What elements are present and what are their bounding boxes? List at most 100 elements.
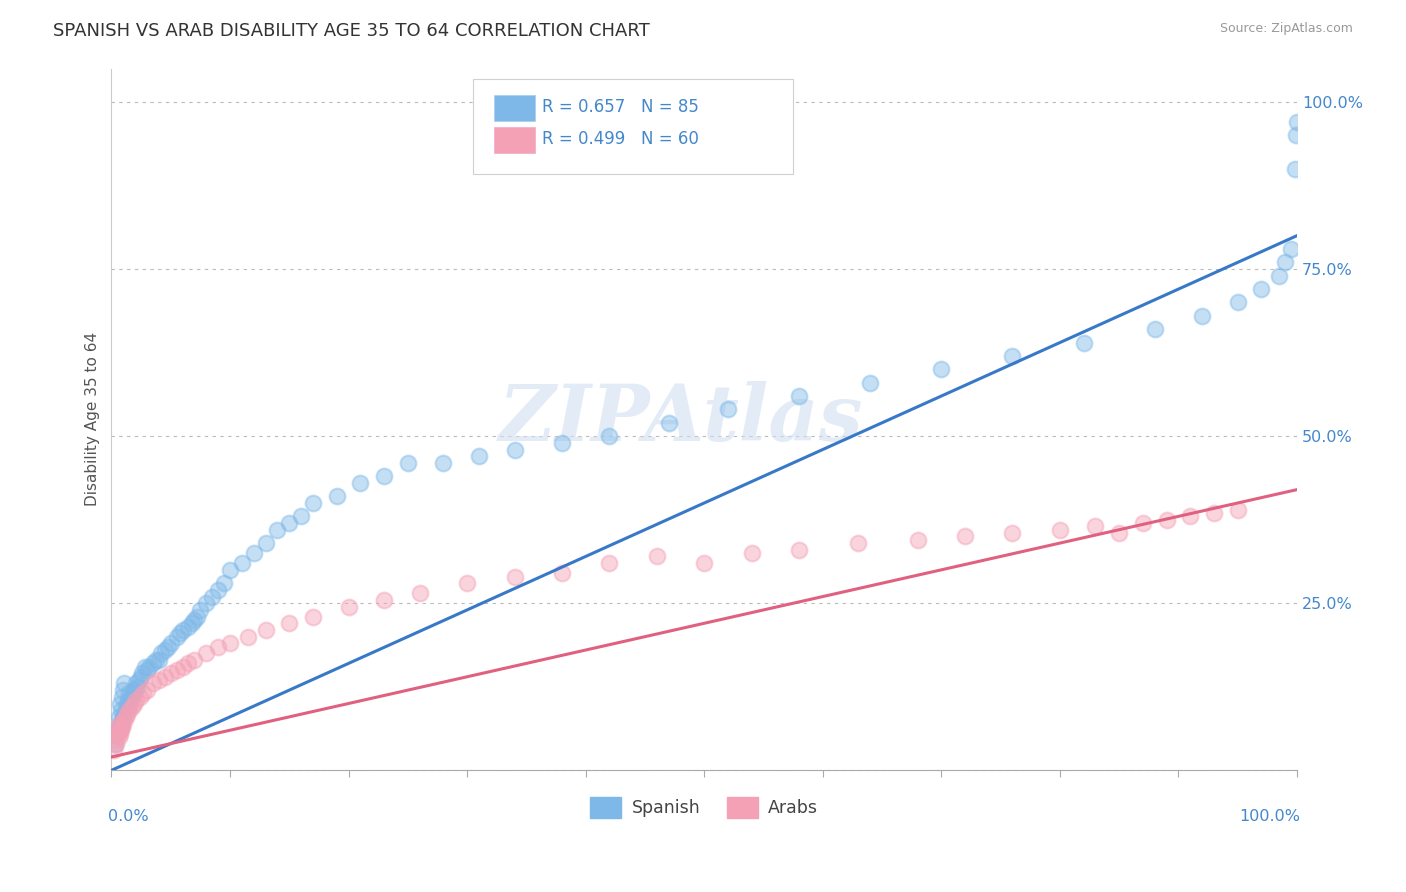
Point xyxy=(207,640,229,654)
Point xyxy=(114,710,136,724)
Point xyxy=(148,673,170,687)
Point xyxy=(107,710,129,724)
Text: 100.0%: 100.0% xyxy=(1240,809,1301,824)
Point xyxy=(456,576,478,591)
Text: R = 0.499   N = 60: R = 0.499 N = 60 xyxy=(541,129,699,148)
Point xyxy=(183,653,205,667)
Point xyxy=(124,683,146,698)
Point xyxy=(112,716,135,731)
Point xyxy=(104,733,127,747)
FancyBboxPatch shape xyxy=(495,127,534,153)
Point xyxy=(108,716,131,731)
Point xyxy=(134,659,156,673)
Point xyxy=(1202,506,1225,520)
Point xyxy=(373,469,395,483)
Point xyxy=(138,659,160,673)
Point xyxy=(1073,335,1095,350)
Point xyxy=(150,646,173,660)
Point xyxy=(254,623,277,637)
Point xyxy=(108,726,131,740)
Point xyxy=(1001,526,1024,541)
Point xyxy=(122,697,145,711)
Point xyxy=(846,536,869,550)
Point xyxy=(953,529,976,543)
Point xyxy=(172,623,194,637)
Point xyxy=(105,723,128,738)
Point xyxy=(107,730,129,744)
Point xyxy=(142,676,165,690)
Point xyxy=(172,659,194,673)
Point xyxy=(551,566,574,581)
Point xyxy=(118,686,141,700)
Point xyxy=(1108,526,1130,541)
Point xyxy=(108,697,131,711)
Point xyxy=(112,710,135,724)
Point xyxy=(212,576,235,591)
Point xyxy=(166,663,188,677)
Point xyxy=(1285,128,1308,143)
Point xyxy=(396,456,419,470)
Point xyxy=(107,720,129,734)
Point xyxy=(105,726,128,740)
Point xyxy=(122,686,145,700)
Y-axis label: Disability Age 35 to 64: Disability Age 35 to 64 xyxy=(86,333,100,507)
Point xyxy=(1001,349,1024,363)
Point xyxy=(302,609,325,624)
Point xyxy=(598,556,620,570)
Point xyxy=(242,546,264,560)
Point xyxy=(432,456,454,470)
Point xyxy=(349,475,371,490)
Point xyxy=(219,563,242,577)
Point xyxy=(132,686,155,700)
FancyBboxPatch shape xyxy=(472,79,793,174)
Point xyxy=(195,646,218,660)
Point xyxy=(1284,161,1306,176)
Point xyxy=(503,569,526,583)
Point xyxy=(136,683,159,698)
Point xyxy=(207,582,229,597)
Text: ZIPAtlas: ZIPAtlas xyxy=(498,381,863,458)
Point xyxy=(115,706,138,721)
Point xyxy=(1049,523,1071,537)
Point xyxy=(110,723,132,738)
Point xyxy=(120,693,142,707)
Point xyxy=(118,699,141,714)
Point xyxy=(693,556,716,570)
Text: SPANISH VS ARAB DISABILITY AGE 35 TO 64 CORRELATION CHART: SPANISH VS ARAB DISABILITY AGE 35 TO 64 … xyxy=(53,22,650,40)
Point xyxy=(181,616,204,631)
Point xyxy=(201,590,224,604)
Point xyxy=(159,666,181,681)
Point xyxy=(1143,322,1166,336)
Point xyxy=(254,536,277,550)
Point xyxy=(169,626,191,640)
Point xyxy=(1274,255,1296,269)
Point xyxy=(121,699,143,714)
Point xyxy=(121,683,143,698)
Point xyxy=(931,362,953,376)
Text: 0.0%: 0.0% xyxy=(108,809,149,824)
Point xyxy=(105,737,128,751)
Point xyxy=(741,546,763,560)
Point xyxy=(177,620,200,634)
Point xyxy=(125,693,148,707)
Point xyxy=(717,402,740,417)
Point xyxy=(278,616,301,631)
Point xyxy=(131,666,153,681)
Point xyxy=(111,690,134,704)
Point xyxy=(114,699,136,714)
Point xyxy=(302,496,325,510)
Point xyxy=(108,716,131,731)
Point xyxy=(1132,516,1154,530)
Point xyxy=(153,670,176,684)
Point xyxy=(105,726,128,740)
Point xyxy=(1191,309,1213,323)
Point xyxy=(114,676,136,690)
Point xyxy=(111,713,134,727)
Text: Source: ZipAtlas.com: Source: ZipAtlas.com xyxy=(1219,22,1353,36)
Point xyxy=(219,636,242,650)
Point xyxy=(111,720,134,734)
Point xyxy=(373,593,395,607)
Point xyxy=(645,549,668,564)
Point xyxy=(148,653,170,667)
Point xyxy=(129,670,152,684)
